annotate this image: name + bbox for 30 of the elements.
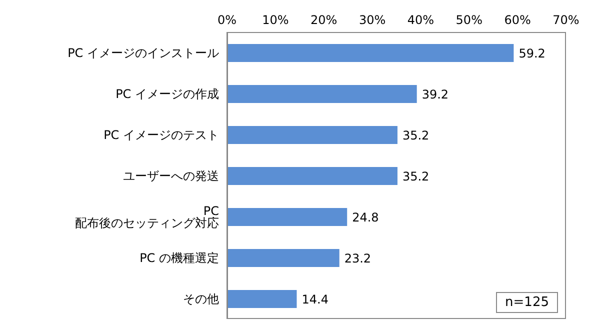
data-label: 35.2 [402, 128, 430, 142]
x-tick-label: 10% [262, 13, 289, 27]
data-label: 59.2 [518, 46, 546, 60]
bar [227, 85, 417, 103]
x-tick-label: 30% [358, 13, 386, 27]
bar [227, 126, 398, 144]
y-tick-label: その他 [183, 292, 219, 306]
y-tick-label: PC イメージのテスト [104, 128, 219, 142]
y-tick-label: PC イメージの作成 [116, 86, 219, 101]
x-tick-label: 20% [310, 13, 338, 27]
data-label: 14.4 [302, 292, 328, 306]
data-label: 23.2 [344, 251, 372, 266]
data-label: 39.2 [422, 87, 449, 102]
x-tick-label: 50% [456, 13, 482, 27]
bar [227, 249, 340, 267]
x-tick-label: 40% [407, 13, 434, 27]
bar [227, 167, 398, 185]
y-tick-label: ユーザーへの発送 [123, 168, 219, 183]
x-tick-label: 60% [504, 13, 531, 27]
bar [227, 290, 297, 308]
bar [227, 44, 514, 62]
y-tick-label: PC 配布後のセッティング対応 [75, 204, 219, 230]
data-label: 35.2 [402, 169, 430, 184]
annotation: n=125 [496, 292, 558, 313]
x-tick-label: 0% [217, 13, 237, 27]
x-tick-label: 70% [552, 13, 580, 27]
y-tick-label: PC イメージのインストール [68, 46, 219, 60]
bar [227, 208, 348, 226]
y-tick-label: PC の機種選定 [140, 250, 219, 265]
data-label: 24.8 [352, 210, 379, 224]
